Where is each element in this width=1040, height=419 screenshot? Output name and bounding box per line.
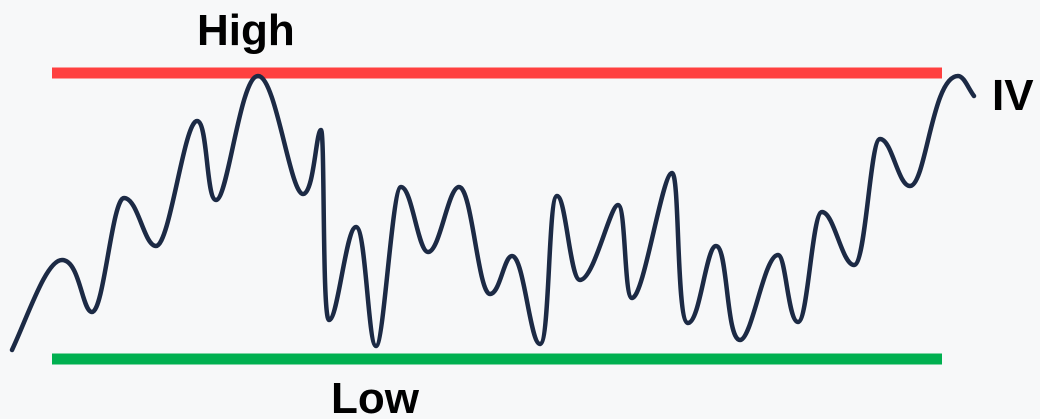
iv-series-line: [9, 73, 977, 353]
low-label: Low: [331, 374, 419, 419]
high-label: High: [197, 6, 295, 55]
iv-label: IV: [992, 71, 1034, 120]
